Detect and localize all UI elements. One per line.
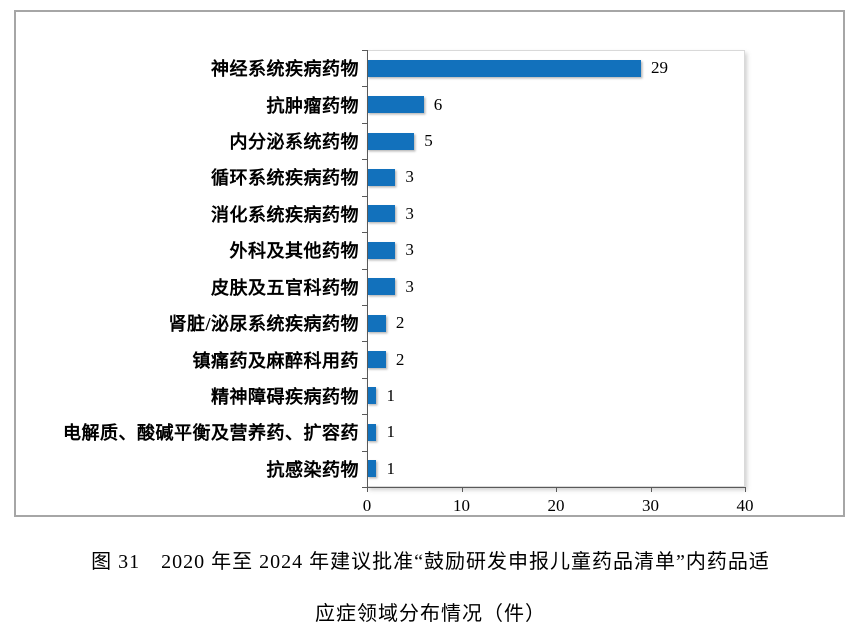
bar-row: 镇痛药及麻醉科用药 2 xyxy=(16,341,843,377)
bar xyxy=(367,168,396,186)
bar-row: 肾脏/泌尿系统疾病药物 2 xyxy=(16,305,843,341)
category-label: 消化系统疾病药物 xyxy=(211,204,359,225)
category-tick xyxy=(362,122,367,124)
value-label: 1 xyxy=(386,385,395,405)
value-tick-label: 30 xyxy=(642,496,659,515)
bar-row: 抗感染药物 1 xyxy=(16,451,843,487)
category-tick xyxy=(362,341,367,343)
caption-line-2: 应症领域分布情况（件） xyxy=(315,603,546,625)
chart-outer-border: 神经系统疾病药物 29 抗肿瘤药物 6 内分泌系统药物 5 循环系统疾病药物 3 消化系统疾病药… xyxy=(14,10,845,517)
category-tick xyxy=(362,487,367,488)
value-tick xyxy=(556,487,557,492)
bar xyxy=(367,314,386,332)
category-label: 内分泌系统药物 xyxy=(229,132,359,153)
category-label: 精神障碍疾病药物 xyxy=(211,386,359,407)
bar-row: 神经系统疾病药物 29 xyxy=(16,50,843,86)
category-label: 循环系统疾病药物 xyxy=(211,168,359,189)
value-tick xyxy=(367,487,368,492)
value-tick xyxy=(461,487,463,492)
value-tick-label: 0 xyxy=(362,496,372,515)
bar xyxy=(367,351,386,369)
category-axis-line xyxy=(367,50,368,488)
category-tick xyxy=(362,159,367,161)
value-label: 2 xyxy=(395,313,405,333)
value-label: 1 xyxy=(386,422,395,442)
bar xyxy=(367,59,642,77)
category-label: 镇痛药及麻醉科用药 xyxy=(192,350,359,371)
bar xyxy=(367,132,415,150)
category-label: 抗肿瘤药物 xyxy=(266,95,359,116)
value-label: 3 xyxy=(405,203,414,223)
value-tick-label: 10 xyxy=(453,496,470,515)
caption-line-1: 图 31 2020 年至 2024 年建议批准“鼓励研发申报儿童药品清单”内药品… xyxy=(91,551,770,573)
value-tick-label: 40 xyxy=(736,496,754,515)
bar-row: 精神障碍疾病药物 1 xyxy=(16,378,843,414)
category-tick xyxy=(362,304,367,306)
bar-row: 循环系统疾病药物 3 xyxy=(16,159,843,195)
category-tick xyxy=(362,232,367,234)
category-label: 电解质、酸碱平衡及营养药、扩容药 xyxy=(63,423,359,444)
value-label: 5 xyxy=(424,131,433,151)
category-tick xyxy=(362,268,367,270)
category-label: 神经系统疾病药物 xyxy=(211,59,359,80)
value-tick-label: 20 xyxy=(547,496,565,515)
bar xyxy=(367,241,396,259)
bar xyxy=(367,460,377,478)
value-label: 3 xyxy=(405,240,414,260)
category-tick xyxy=(362,414,367,416)
category-label: 外科及其他药物 xyxy=(229,241,359,262)
category-tick xyxy=(362,377,367,379)
bar xyxy=(367,96,424,114)
value-label: 29 xyxy=(651,58,669,78)
bar xyxy=(367,278,396,296)
bar-row: 消化系统疾病药物 3 xyxy=(16,196,843,232)
category-tick xyxy=(362,450,367,452)
bar xyxy=(367,387,377,405)
category-label: 皮肤及五官科药物 xyxy=(211,277,359,298)
bar-row: 内分泌系统药物 5 xyxy=(16,123,843,159)
bar-row: 抗肿瘤药物 6 xyxy=(16,86,843,122)
value-label: 3 xyxy=(405,276,414,296)
bar-row: 皮肤及五官科药物 3 xyxy=(16,269,843,305)
bar-row: 电解质、酸碱平衡及营养药、扩容药 1 xyxy=(16,414,843,450)
value-label: 1 xyxy=(386,458,395,478)
value-tick xyxy=(650,487,652,492)
value-tick xyxy=(745,487,746,492)
category-tick xyxy=(362,50,367,51)
bar-row: 外科及其他药物 3 xyxy=(16,232,843,268)
bar xyxy=(367,205,396,223)
category-tick xyxy=(362,86,367,88)
value-label: 2 xyxy=(395,349,405,369)
value-label: 6 xyxy=(433,94,443,114)
category-label: 肾脏/泌尿系统疾病药物 xyxy=(168,314,359,335)
plot-area xyxy=(367,50,745,487)
chart-caption: 图 31 2020 年至 2024 年建议批准“鼓励研发申报儿童药品清单”内药品… xyxy=(0,536,861,640)
category-tick xyxy=(362,195,367,197)
category-label: 抗感染药物 xyxy=(266,459,359,480)
value-label: 3 xyxy=(405,167,414,187)
bar xyxy=(367,423,377,441)
